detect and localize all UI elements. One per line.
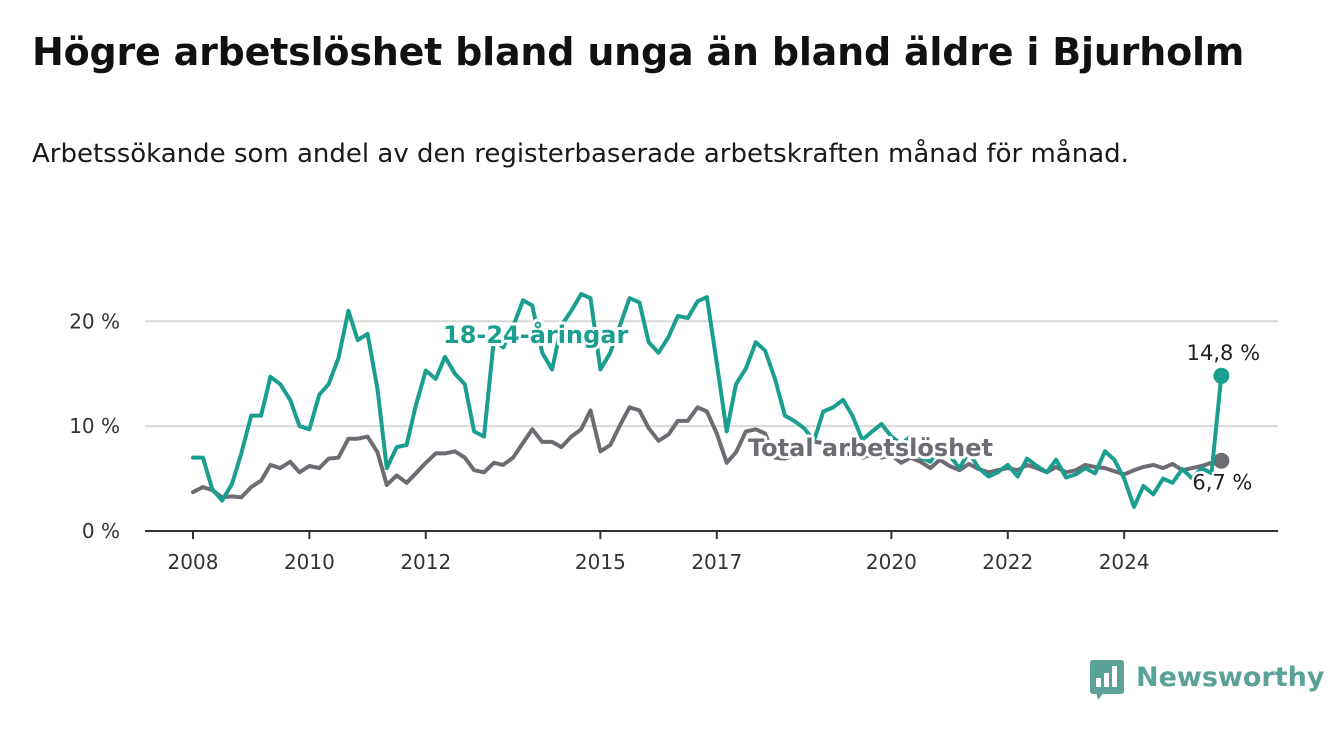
x-tick-label: 2008 (168, 550, 219, 574)
series-end-point-0 (1213, 367, 1230, 384)
series-label-youth: 18-24-åringar (443, 320, 628, 349)
series-end-point-1 (1213, 452, 1230, 469)
x-tick-label: 2020 (866, 550, 917, 574)
x-tick-label: 2012 (400, 550, 451, 574)
y-tick-label: 20 % (69, 309, 120, 333)
series-labels: 18-24-åringar Total arbetslöshet 14,8 % 6,7… (440, 317, 1263, 497)
x-tick-label: 2024 (1099, 550, 1150, 574)
x-tick-label: 2015 (575, 550, 626, 574)
x-axis: 2008 2010 2012 2015 2017 2020 2022 2024 (145, 530, 1278, 574)
series-line-0 (191, 292, 1224, 509)
y-tick-label: 10 % (69, 414, 120, 438)
newsworthy-logo-icon (1090, 660, 1124, 700)
x-tick-label: 2022 (982, 550, 1033, 574)
y-axis: 0 % 10 % 20 % (69, 309, 120, 543)
x-tick-label: 2010 (284, 550, 335, 574)
end-value-label-youth: 14,8 % (1187, 341, 1260, 365)
brand-name: Newsworthy (1136, 661, 1325, 693)
series-line-1 (191, 405, 1224, 500)
chart-subtitle: Arbetssökande som andel av den registerb… (32, 139, 1129, 169)
series-label-total: Total arbetslöshet (748, 434, 993, 462)
end-value-label-total: 6,7 % (1192, 471, 1252, 495)
brand[interactable]: Newsworthy (1090, 660, 1325, 700)
series-lines (191, 292, 1230, 509)
chart-title: Högre arbetslöshet bland unga än bland ä… (32, 30, 1245, 74)
x-tick-label: 2017 (691, 550, 742, 574)
y-tick-label: 0 % (82, 519, 120, 543)
